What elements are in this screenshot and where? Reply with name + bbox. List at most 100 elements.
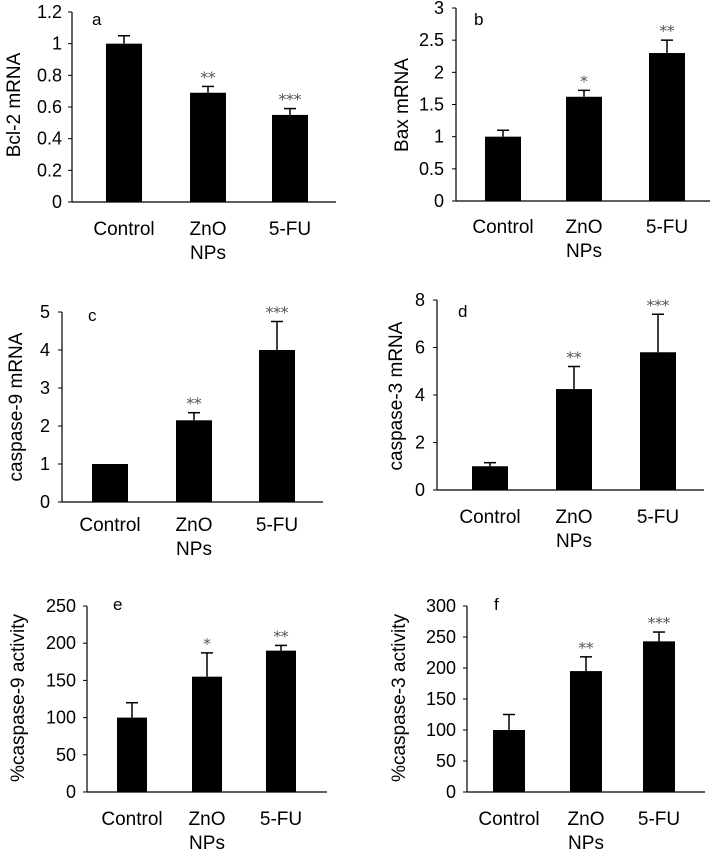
panel-letter-a: a [92,10,102,29]
y-tick-label-f: 300 [426,596,456,616]
bar-a [106,43,142,202]
significance-label-b: ** [660,22,676,40]
y-tick-label-a: 0.6 [37,97,62,117]
bar-f [643,641,675,792]
y-tick-label-d: 4 [415,385,425,405]
y-tick-label-c: 3 [40,378,50,398]
y-tick-label-f: 200 [426,658,456,678]
bar-d [472,466,508,490]
significance-label-f: *** [648,614,671,632]
panel-f: 0 50 100 150 200 250 300 Control ** ZnO NPs *** 5-FU… [389,595,705,854]
y-tick-label-e: 150 [46,670,76,690]
y-tick-label-d: 0 [415,480,425,500]
bar-e [192,676,222,792]
bar-f [493,730,525,792]
category-label-b: Control [472,217,533,238]
category-label-a: 5-FU [269,219,311,240]
category-label-d: 5-FU [637,507,679,528]
category-label-b: ZnO [566,217,603,238]
significance-label-c: ** [187,395,203,413]
category-label-f: Control [478,809,539,830]
bar-b [485,136,521,201]
category-label-c: Control [79,515,140,536]
y-tick-label-a: 1.2 [37,2,62,22]
category-label-c: 5-FU [256,515,298,536]
bar-b [649,53,685,202]
bar-a [190,92,226,202]
category-label-f: 5-FU [638,809,680,830]
y-tick-label-d: 6 [415,338,425,358]
y-tick-label-a: 1 [52,34,62,54]
panel-letter-c: c [88,306,97,325]
category-label-a: ZnO [190,219,227,240]
y-tick-label-c: 4 [40,340,50,360]
y-tick-label-b: 3 [434,0,444,18]
y-tick-label-f: 100 [426,720,456,740]
significance-label-c: *** [266,304,289,322]
bar-e [117,717,147,792]
significance-label-e: * [203,635,211,653]
significance-label-d: *** [647,296,670,314]
category-label-e: 5-FU [260,809,302,830]
bar-c [259,350,295,502]
bar-d [640,352,676,490]
y-tick-label-a: 0 [52,192,62,212]
y-tick-label-a: 0.4 [37,129,62,149]
category-label-f: NPs [568,833,604,854]
y-tick-label-e: 200 [46,633,76,653]
y-tick-label-d: 8 [415,290,425,310]
y-axis-label-a: Bcl-2 mRNA [4,52,25,157]
y-tick-label-f: 250 [426,627,456,647]
bar-a [272,114,308,202]
y-tick-label-a: 0.2 [37,160,62,180]
category-label-b: NPs [566,241,602,262]
significance-label-f: ** [579,639,595,657]
y-tick-label-a: 0.8 [37,65,62,85]
bar-b [566,96,602,201]
y-tick-label-e: 0 [66,782,76,802]
y-axis-label-c: caspase-9 mRNA [6,332,27,481]
y-tick-label-b: 2 [434,62,444,82]
category-label-f: ZnO [568,809,605,830]
significance-label-a: *** [279,91,302,109]
category-label-d: ZnO [556,507,593,528]
category-label-e: Control [101,809,162,830]
y-axis-label-f: %caspase-3 activity [389,614,410,782]
y-tick-label-b: 0 [434,191,444,211]
y-tick-label-f: 150 [426,689,456,709]
category-label-e: ZnO [189,809,226,830]
bar-d [556,389,592,490]
y-tick-label-b: 1.5 [419,95,444,115]
y-axis-label-d: caspase-3 mRNA [386,321,407,470]
y-tick-label-c: 5 [40,302,50,322]
category-label-b: 5-FU [646,217,688,238]
category-label-c: NPs [176,539,212,560]
category-label-d: Control [459,507,520,528]
bar-c [176,420,212,502]
significance-label-d: ** [567,349,583,367]
significance-label-a: ** [201,68,217,86]
bar-c [92,464,128,502]
y-tick-label-c: 1 [40,454,50,474]
significance-label-b: * [580,72,588,90]
panel-c: 0 1 2 3 4 5 Control ** ZnO NPs *** 5-FU caspase-9 mR… [6,302,323,560]
panel-b: 0 0.5 1 1.5 2 2.5 3 Control * ZnO NPs ** 5-FU Bax mRN… [392,0,710,262]
y-axis-label-e: %caspase-9 activity [8,614,29,782]
y-tick-label-b: 1 [434,127,444,147]
y-axis-label-b: Bax mRNA [392,58,413,152]
category-label-e: NPs [189,833,225,854]
y-tick-label-d: 2 [415,433,425,453]
y-tick-label-b: 0.5 [419,159,444,179]
bar-e [266,650,296,792]
category-label-a: NPs [190,243,226,264]
bar-f [570,671,602,792]
y-tick-label-e: 100 [46,708,76,728]
panel-e: 0 50 100 150 200 250 Control * ZnO NPs ** 5-FU %casp… [8,595,327,854]
panel-d: 0 2 4 6 8 Control ** ZnO NPs *** 5-FU caspase-3 mRN… [386,290,704,552]
category-label-d: NPs [556,531,592,552]
y-tick-label-e: 250 [46,596,76,616]
panel-letter-e: e [113,595,122,614]
panel-a: 0 0.2 0.4 0.6 0.8 1 1.2 Control ** ZnO NPs *** 5-FU B… [4,2,336,264]
y-tick-label-c: 0 [40,492,50,512]
